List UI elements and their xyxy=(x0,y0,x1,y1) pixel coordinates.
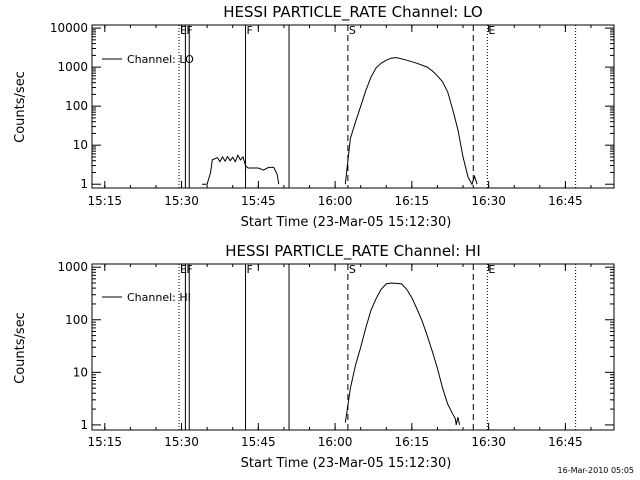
event-label-hi-7: E xyxy=(488,263,495,276)
y-axis-label-lo: Counts/sec xyxy=(13,71,28,143)
series-hi xyxy=(344,282,461,426)
event-label-lo-3: F xyxy=(247,24,253,37)
legend-hi: Channel: HI xyxy=(102,291,191,304)
x-tick-label-lo-0: 15:15 xyxy=(87,194,122,208)
event-label-lo-0: E xyxy=(180,24,187,37)
y-axis-label-hi: Counts/sec xyxy=(13,312,28,384)
x-tick-label-lo-6: 16:45 xyxy=(548,194,583,208)
x-tick-label-hi-3: 16:00 xyxy=(318,435,353,449)
ticks-hi: 15:15 15:30 15:45 16:00 16:15 16:30 16:45 1 10 10… xyxy=(57,260,614,449)
x-tick-label-hi-2: 15:45 xyxy=(241,435,276,449)
x-tick-label-lo-3: 16:00 xyxy=(318,194,353,208)
series-line-hi-0-0 xyxy=(344,282,461,426)
panel-lo: HESSI PARTICLE_RATE Channel: LO EFFSE 15… xyxy=(13,3,615,230)
y-tick-label-hi-0: 1 xyxy=(80,418,88,432)
x-tick-label-lo-2: 15:45 xyxy=(241,194,276,208)
y-tick-label-hi-3: 1000 xyxy=(57,260,88,274)
event-label-lo-7: E xyxy=(488,24,495,37)
chart-title-hi: HESSI PARTICLE_RATE Channel: HI xyxy=(225,242,481,261)
footer-date: 16-Mar-2010 05:05 xyxy=(557,466,635,475)
x-tick-label-hi-5: 16:30 xyxy=(471,435,506,449)
x-tick-label-lo-4: 16:15 xyxy=(395,194,430,208)
chart-title-lo: HESSI PARTICLE_RATE Channel: LO xyxy=(223,3,482,22)
x-tick-label-lo-1: 15:30 xyxy=(164,194,199,208)
y-tick-label-hi-2: 100 xyxy=(65,313,88,327)
legend-label-lo: Channel: LO xyxy=(127,53,194,66)
x-tick-label-hi-0: 15:15 xyxy=(87,435,122,449)
legend-lo: Channel: LO xyxy=(102,53,194,66)
event-label-hi-3: F xyxy=(247,263,253,276)
panel-hi: HESSI PARTICLE_RATE Channel: HI EFFSE 15… xyxy=(13,242,615,471)
vlines-hi: EFFSE xyxy=(178,263,577,430)
x-axis-label-lo: Start Time (23-Mar-05 15:12:30) xyxy=(241,215,452,230)
event-label-hi-0: E xyxy=(180,263,187,276)
event-label-hi-5: S xyxy=(349,263,356,276)
vlines-lo: EFFSE xyxy=(178,24,577,188)
x-tick-label-hi-6: 16:45 xyxy=(548,435,583,449)
y-tick-label-lo-2: 100 xyxy=(65,99,88,113)
x-tick-label-hi-4: 16:15 xyxy=(395,435,430,449)
x-tick-label-lo-5: 16:30 xyxy=(471,194,506,208)
y-tick-label-lo-4: 10000 xyxy=(50,21,88,35)
plot-frame-hi xyxy=(91,263,615,431)
y-tick-label-lo-1: 10 xyxy=(73,138,88,152)
y-tick-label-hi-1: 10 xyxy=(73,365,88,379)
x-axis-label-hi: Start Time (23-Mar-05 15:12:30) xyxy=(241,456,452,471)
x-tick-label-hi-1: 15:30 xyxy=(164,435,199,449)
series-line-lo-0-1 xyxy=(344,57,478,186)
ticks-lo: 15:15 15:30 15:45 16:00 16:15 16:30 16:45 1 10 10… xyxy=(50,21,614,208)
event-label-lo-5: S xyxy=(349,24,356,37)
series-line-lo-0-0 xyxy=(202,154,280,185)
legend-label-hi: Channel: HI xyxy=(127,291,191,304)
plot-frame-lo xyxy=(91,24,615,189)
series-lo xyxy=(202,57,478,186)
y-tick-label-lo-3: 1000 xyxy=(57,60,88,74)
y-tick-label-lo-0: 1 xyxy=(80,177,88,191)
